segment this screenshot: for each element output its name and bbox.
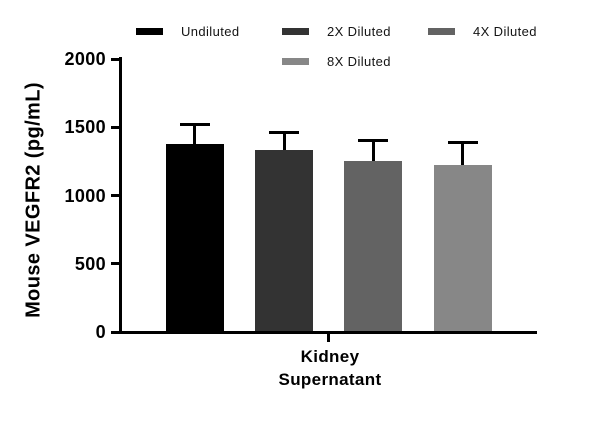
bar-2x-diluted <box>255 150 313 331</box>
y-tick-mark <box>111 330 119 334</box>
y-axis-line <box>119 57 122 334</box>
legend-swatch-4x-diluted <box>428 27 455 35</box>
bar-8x-diluted <box>433 165 492 331</box>
error-bar-cap-8x-diluted <box>447 140 478 144</box>
error-bar-stem-undiluted <box>193 124 196 144</box>
x-tick-mark <box>327 334 330 342</box>
legend-item-2x-diluted: 2X Diluted <box>282 23 391 39</box>
error-bar-cap-undiluted <box>179 123 210 127</box>
x-axis-label-line2: Supernatant <box>278 370 382 389</box>
legend-label-8x-diluted: 8X Diluted <box>327 53 391 69</box>
y-tick-label: 500 <box>74 253 106 274</box>
y-tick-mark <box>111 125 119 129</box>
error-bar-stem-4x-diluted <box>371 140 375 162</box>
error-bar-cap-2x-diluted <box>269 130 299 134</box>
y-tick-label: 0 <box>95 322 106 342</box>
x-axis-label-line1: Kidney <box>300 347 360 366</box>
bar-undiluted <box>165 143 224 331</box>
y-axis-title: Mouse VEGFR2 (pg/mL) <box>22 82 45 318</box>
bar-4x-diluted <box>344 161 402 331</box>
legend-item-8x-diluted: 8X Diluted <box>282 53 391 69</box>
legend-label-2x-diluted: 2X Diluted <box>327 23 391 39</box>
legend-swatch-2x-diluted <box>282 27 309 35</box>
legend-item-undiluted: Undiluted <box>136 23 240 39</box>
error-bar-stem-2x-diluted <box>282 132 286 151</box>
y-tick-mark <box>111 262 119 266</box>
y-tick-label: 1000 <box>64 185 106 206</box>
y-tick-mark <box>111 194 119 197</box>
legend-item-4x-diluted: 4X Diluted <box>428 23 537 39</box>
legend-swatch-8x-diluted <box>282 57 309 65</box>
error-bar-stem-8x-diluted <box>461 142 464 166</box>
x-axis-line <box>119 331 537 334</box>
legend-label-4x-diluted: 4X Diluted <box>473 23 537 39</box>
y-tick-mark <box>111 57 119 61</box>
legend-label-undiluted: Undiluted <box>181 23 240 39</box>
error-bar-cap-4x-diluted <box>358 138 388 142</box>
x-axis-label: Kidney Supernatant <box>230 345 430 391</box>
legend-swatch-undiluted <box>136 27 163 35</box>
y-tick-label: 1500 <box>64 117 106 138</box>
y-tick-label: 2000 <box>64 49 106 69</box>
